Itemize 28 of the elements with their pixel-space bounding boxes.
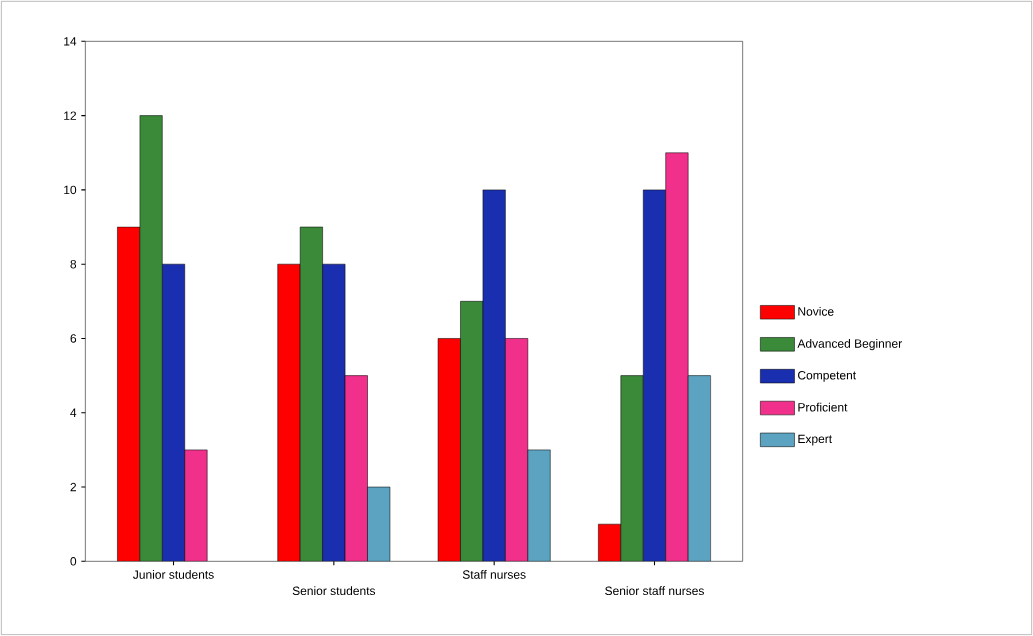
bar — [437, 338, 461, 562]
legend-label: Expert — [798, 434, 833, 446]
bar — [184, 449, 208, 562]
bar — [687, 375, 711, 562]
bar — [117, 226, 141, 562]
bar — [367, 486, 391, 562]
legend-label: Proficient — [798, 402, 848, 412]
y-tick-label: 10 — [64, 185, 77, 195]
legend-label: Advanced Beginner — [797, 338, 902, 351]
bar — [527, 449, 551, 562]
y-tick-label: 4 — [70, 408, 77, 417]
y-tick-label: 8 — [70, 259, 77, 269]
bar — [505, 338, 529, 562]
y-tick-label: 0 — [70, 557, 77, 566]
x-tick-label: Junior students — [133, 570, 214, 579]
bar — [277, 263, 301, 562]
y-tick-label: 2 — [70, 482, 77, 492]
x-tick-label: Senior staff nurses — [605, 586, 704, 596]
bar — [344, 375, 368, 562]
legend-label: Novice — [798, 306, 834, 316]
bar — [665, 152, 689, 562]
bar — [598, 523, 622, 562]
legend-label: Competent — [798, 370, 857, 382]
y-tick-label: 12 — [64, 111, 77, 120]
y-tick-label: 6 — [70, 334, 77, 343]
x-tick-label: Senior students — [292, 586, 376, 596]
x-tick-label: Staff nurses — [462, 570, 526, 579]
y-tick-label: 14 — [64, 37, 77, 46]
